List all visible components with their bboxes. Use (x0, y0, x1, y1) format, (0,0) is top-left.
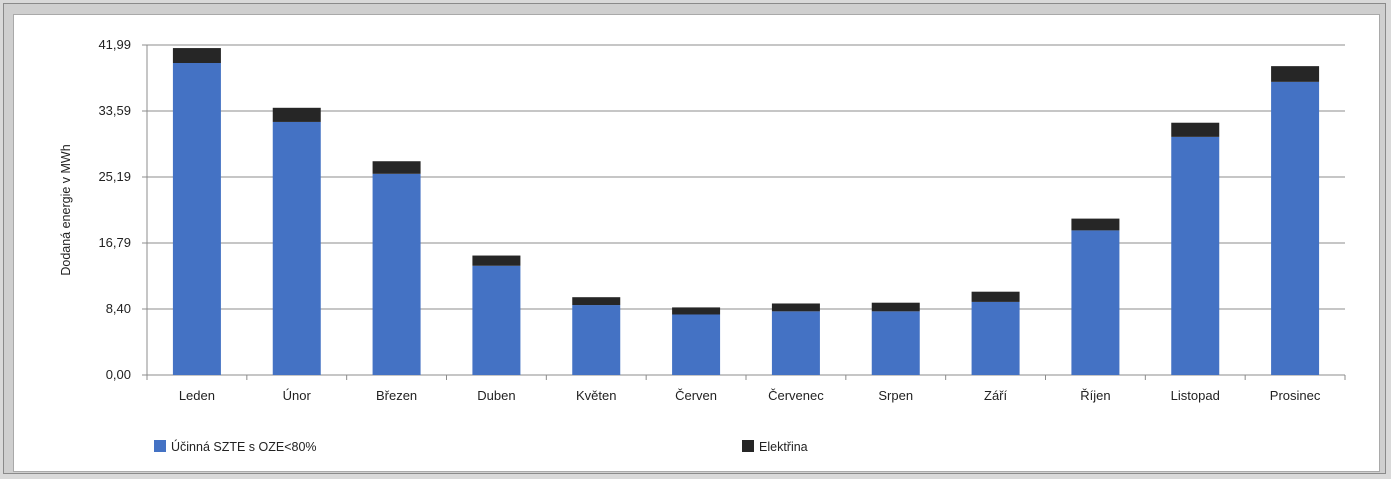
legend-label-elektrina: Elektřina (759, 440, 808, 454)
x-category-label: Listopad (1171, 388, 1220, 403)
bar-elektrina (1271, 66, 1320, 82)
bar-elektrina (871, 302, 920, 312)
y-tick-label: 41,99 (98, 37, 131, 52)
bar-szte (272, 121, 321, 375)
bar-elektrina (672, 307, 721, 315)
legend-swatch-elektrina (742, 440, 754, 452)
y-tick-label: 0,00 (106, 367, 131, 382)
figure-frame: 0,00 8,40 16,79 25,19 33,59 41,99 Dodaná energ… (3, 3, 1386, 474)
bar-szte (1171, 136, 1220, 375)
x-category-label: Březen (376, 388, 417, 403)
x-category-label: Červenec (768, 388, 824, 403)
x-category-label: Prosinec (1270, 388, 1321, 403)
x-category-label: Září (984, 388, 1008, 403)
bar-szte (172, 62, 221, 376)
chart-panel: 0,00 8,40 16,79 25,19 33,59 41,99 Dodaná energ… (13, 14, 1380, 472)
bar-elektrina (272, 107, 321, 122)
legend-label-szte: Účinná SZTE s OZE<80% (171, 439, 317, 454)
y-tick-label: 25,19 (98, 169, 131, 184)
bar-szte (971, 301, 1020, 375)
y-tick-label: 33,59 (98, 103, 131, 118)
bar-szte (1071, 230, 1120, 375)
bar-szte (572, 305, 621, 375)
bar-szte (472, 265, 521, 375)
legend-swatch-szte (154, 440, 166, 452)
y-axis-title: Dodaná energie v MWh (59, 144, 73, 275)
stacked-bar-chart: 0,00 8,40 16,79 25,19 33,59 41,99 Dodaná energ… (59, 37, 1346, 454)
bar-szte (672, 314, 721, 375)
x-category-label: Červen (675, 388, 717, 403)
bar-szte (771, 311, 820, 375)
bar-elektrina (1071, 218, 1120, 231)
x-category-label: Květen (576, 388, 616, 403)
x-category-label: Říjen (1080, 388, 1110, 403)
x-category-label: Duben (477, 388, 515, 403)
y-tick-label: 16,79 (98, 235, 131, 250)
bar-elektrina (372, 161, 421, 174)
x-category-label: Srpen (878, 388, 913, 403)
x-category-label: Únor (283, 388, 312, 403)
bar-szte (1271, 81, 1320, 376)
bar-elektrina (971, 291, 1020, 302)
bar-elektrina (172, 48, 221, 63)
bar-elektrina (771, 303, 820, 312)
x-category-label: Leden (179, 388, 215, 403)
bar-szte (372, 173, 421, 375)
bar-szte (871, 311, 920, 375)
bar-elektrina (572, 297, 621, 306)
bar-elektrina (472, 255, 521, 266)
y-tick-label: 8,40 (106, 301, 131, 316)
bar-elektrina (1171, 122, 1220, 137)
